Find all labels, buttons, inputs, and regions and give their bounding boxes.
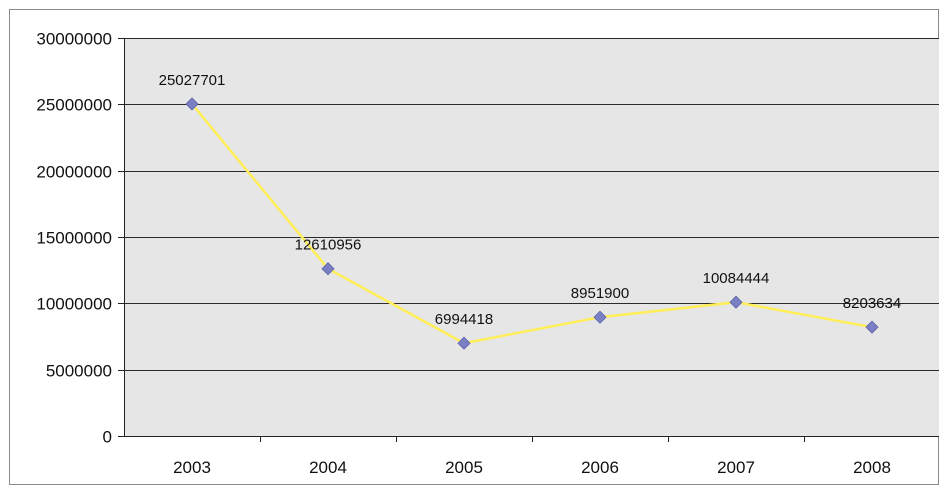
- data-label: 6994418: [435, 311, 493, 328]
- y-axis-tick-labels: 0 5000000 10000000 15000000 20000000 25000000…: [36, 30, 112, 447]
- y-tick-label: 15000000: [36, 229, 112, 248]
- data-label: 10084444: [703, 270, 770, 287]
- data-point-marker: [185, 97, 199, 111]
- data-point-marker: [321, 262, 335, 276]
- x-tick-label: 2007: [717, 458, 755, 477]
- y-tick-label: 25000000: [36, 96, 112, 115]
- y-tick-label: 5000000: [46, 362, 112, 381]
- data-label: 25027701: [159, 72, 226, 89]
- gridlines: [124, 38, 939, 371]
- data-point-marker: [457, 336, 471, 350]
- x-tick-label: 2005: [445, 458, 483, 477]
- data-label: 8951900: [571, 285, 629, 302]
- data-labels: 25027701 12610956 6994418 8951900 10084444 82…: [159, 72, 902, 328]
- y-tick-label: 30000000: [36, 30, 112, 49]
- y-tick-label: 10000000: [36, 295, 112, 314]
- y-tick-label: 20000000: [36, 163, 112, 182]
- axes: [118, 38, 939, 442]
- x-tick-label: 2008: [853, 458, 891, 477]
- data-label: 12610956: [295, 237, 362, 254]
- data-point-marker: [593, 310, 607, 324]
- x-tick-label: 2004: [309, 458, 347, 477]
- x-tick-label: 2006: [581, 458, 619, 477]
- data-point-marker: [865, 320, 879, 334]
- series-line-group: [191, 103, 873, 345]
- x-axis-tick-labels: 2003 2004 2005 2006 2007 2008: [173, 458, 891, 477]
- x-tick-label: 2003: [173, 458, 211, 477]
- data-label: 8203634: [843, 295, 901, 312]
- series-markers: [185, 97, 879, 350]
- data-point-marker: [729, 295, 743, 309]
- series-line: [191, 103, 873, 345]
- y-tick-label: 0: [103, 428, 112, 447]
